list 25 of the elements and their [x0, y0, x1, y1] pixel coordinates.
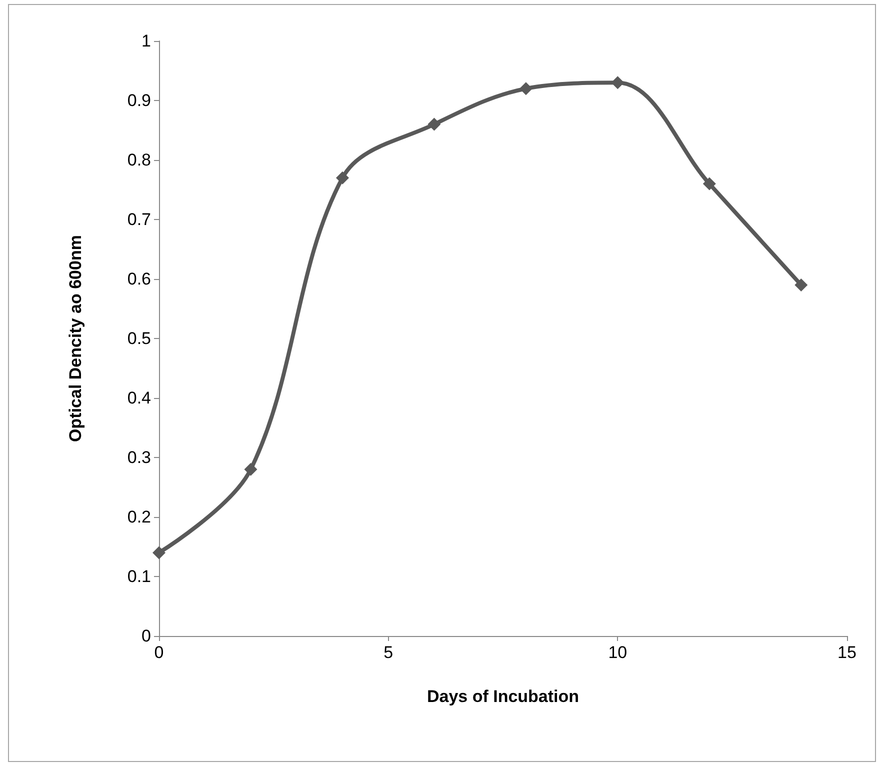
- y-tick-label: 0: [142, 626, 151, 646]
- point: [244, 462, 258, 476]
- point: [336, 171, 349, 184]
- point: [519, 82, 532, 96]
- point: [702, 177, 716, 190]
- point: [794, 278, 808, 292]
- y-tick-label: 0.8: [127, 150, 151, 170]
- x-tick-label: 10: [608, 643, 628, 662]
- x-tick-label: 15: [838, 643, 856, 662]
- y-tick-label: 0.1: [127, 567, 151, 586]
- y-tick-label: 0.5: [127, 329, 151, 348]
- y-tick-label: 0.7: [127, 210, 151, 229]
- point: [428, 118, 441, 131]
- point: [611, 76, 624, 90]
- y-tick-label: 0.4: [127, 388, 151, 408]
- y-tick-label: 0.2: [127, 508, 151, 526]
- y-tick-label: 0.9: [127, 91, 151, 110]
- y-tick-label: 0.3: [127, 448, 151, 467]
- y-tick-label: 0.6: [127, 270, 151, 288]
- point: [152, 546, 166, 560]
- y-tick-label: 1: [142, 32, 151, 50]
- y-axis-title: Optical Dencity ao 600nm: [66, 235, 85, 442]
- x-tick-label: 0: [154, 643, 164, 662]
- x-tick-label: 5: [384, 643, 394, 662]
- x-axis-title: Days of Incubation: [426, 687, 580, 706]
